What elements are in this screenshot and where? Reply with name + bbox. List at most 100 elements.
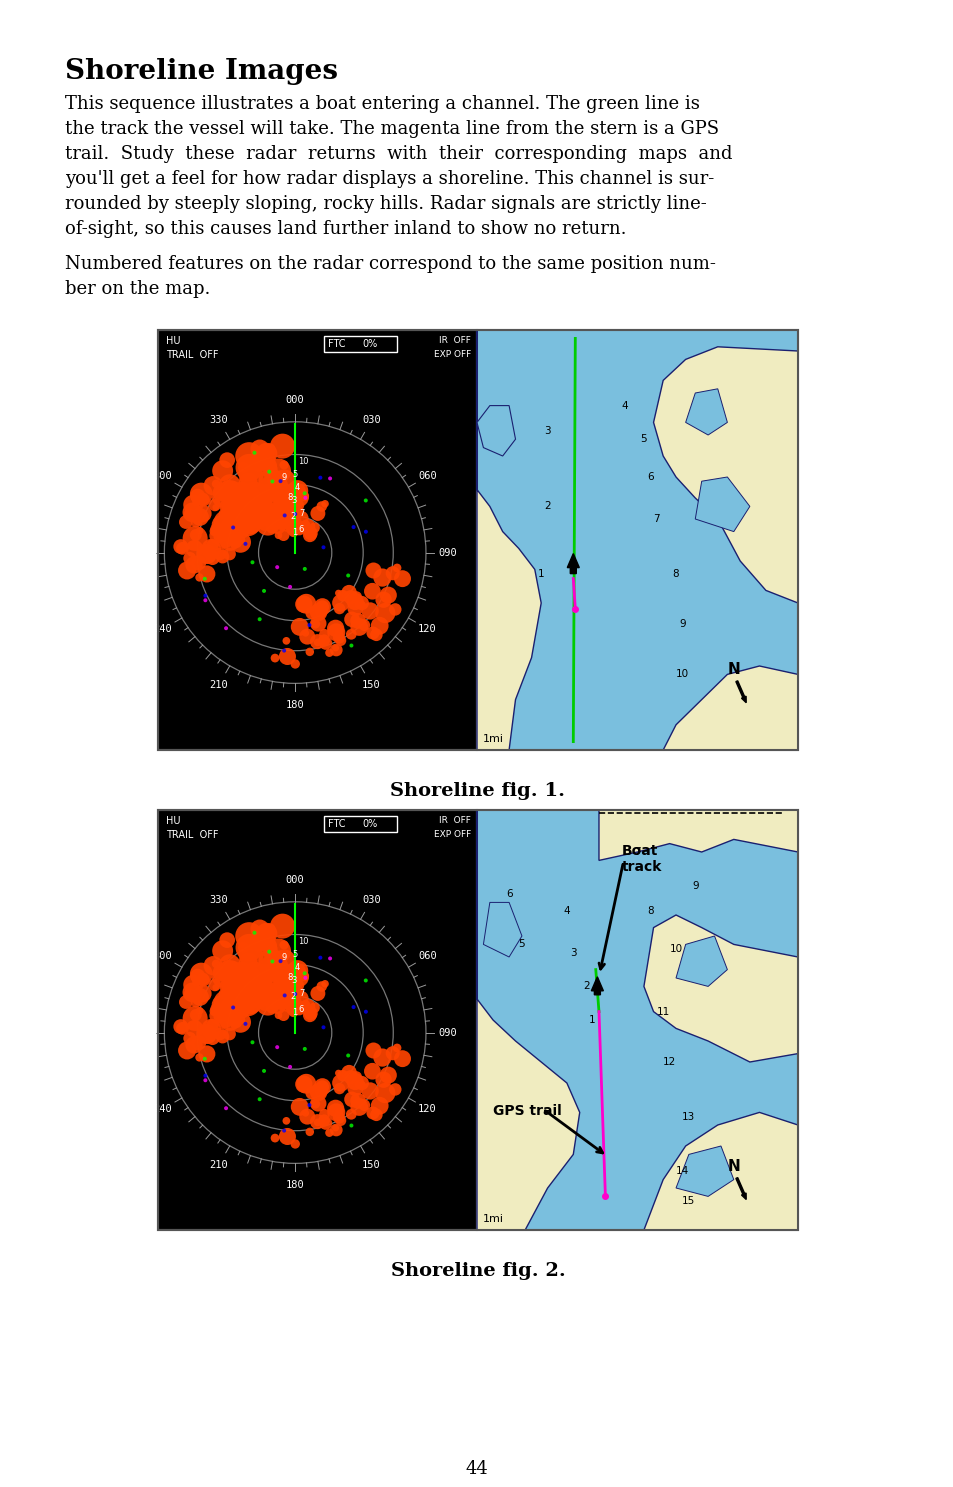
Circle shape — [215, 532, 233, 549]
Circle shape — [237, 965, 260, 987]
Circle shape — [290, 519, 304, 534]
Circle shape — [315, 1081, 329, 1094]
Circle shape — [314, 598, 331, 616]
Polygon shape — [476, 406, 515, 457]
Circle shape — [293, 989, 301, 998]
Circle shape — [213, 984, 219, 990]
Text: 3: 3 — [544, 425, 550, 436]
Bar — [476, 330, 797, 749]
Circle shape — [290, 968, 309, 987]
Text: 5: 5 — [518, 940, 525, 949]
Circle shape — [288, 984, 303, 999]
Circle shape — [327, 623, 345, 641]
Circle shape — [185, 509, 196, 520]
Circle shape — [218, 528, 231, 541]
Circle shape — [259, 955, 286, 980]
Circle shape — [219, 495, 243, 519]
Circle shape — [239, 944, 263, 968]
Circle shape — [201, 1019, 221, 1039]
Circle shape — [238, 498, 263, 523]
Circle shape — [375, 1083, 395, 1103]
Circle shape — [190, 483, 213, 506]
Circle shape — [287, 519, 302, 534]
Circle shape — [273, 470, 295, 492]
Circle shape — [314, 605, 327, 617]
Circle shape — [371, 1097, 388, 1115]
Circle shape — [210, 523, 223, 535]
Circle shape — [263, 512, 274, 523]
Circle shape — [191, 987, 209, 1005]
Circle shape — [179, 515, 193, 529]
Text: 210: 210 — [209, 1160, 228, 1170]
Circle shape — [394, 570, 411, 587]
Circle shape — [219, 975, 243, 999]
Text: 1mi: 1mi — [482, 735, 503, 744]
Circle shape — [375, 1072, 392, 1088]
Circle shape — [314, 638, 321, 647]
Circle shape — [332, 644, 338, 651]
Circle shape — [290, 1004, 296, 1011]
Circle shape — [287, 1005, 295, 1014]
Circle shape — [335, 628, 343, 636]
Circle shape — [343, 1071, 357, 1084]
Circle shape — [363, 978, 368, 983]
Text: 4: 4 — [294, 962, 300, 971]
Circle shape — [315, 601, 329, 614]
Circle shape — [212, 959, 220, 968]
Text: 9: 9 — [679, 619, 685, 629]
Circle shape — [183, 495, 203, 515]
Circle shape — [265, 458, 291, 483]
Circle shape — [235, 922, 263, 950]
Circle shape — [327, 1100, 344, 1117]
Circle shape — [266, 459, 276, 470]
Circle shape — [300, 1001, 310, 1010]
FancyArrow shape — [735, 1178, 745, 1200]
Circle shape — [335, 635, 346, 645]
Circle shape — [229, 509, 237, 517]
Circle shape — [351, 1071, 361, 1083]
Circle shape — [212, 486, 233, 507]
Circle shape — [294, 488, 303, 497]
Circle shape — [190, 489, 205, 504]
Text: 060: 060 — [417, 471, 436, 482]
Circle shape — [255, 497, 273, 515]
Text: EXP OFF: EXP OFF — [434, 349, 471, 358]
Circle shape — [296, 593, 315, 614]
Circle shape — [191, 996, 201, 1007]
Bar — [158, 330, 476, 749]
Circle shape — [257, 998, 272, 1011]
Circle shape — [298, 491, 309, 501]
Text: 1mi: 1mi — [482, 1213, 503, 1224]
Circle shape — [230, 504, 247, 520]
Circle shape — [278, 968, 297, 987]
Circle shape — [221, 977, 247, 1002]
Circle shape — [223, 974, 243, 995]
Circle shape — [270, 913, 294, 938]
Circle shape — [262, 983, 277, 998]
Circle shape — [293, 491, 300, 498]
Circle shape — [209, 498, 221, 512]
Circle shape — [321, 980, 329, 987]
Circle shape — [250, 932, 269, 952]
Circle shape — [365, 562, 381, 578]
Circle shape — [256, 980, 274, 998]
Circle shape — [197, 494, 210, 507]
Circle shape — [196, 492, 209, 506]
Circle shape — [235, 992, 260, 1016]
Circle shape — [332, 1124, 338, 1132]
Bar — [158, 330, 797, 749]
Circle shape — [252, 448, 275, 471]
Circle shape — [346, 1109, 356, 1120]
Circle shape — [221, 497, 247, 523]
Circle shape — [358, 619, 370, 630]
Circle shape — [274, 974, 288, 989]
Text: N: N — [726, 1158, 740, 1175]
Circle shape — [270, 504, 291, 523]
Circle shape — [253, 495, 270, 513]
Circle shape — [226, 961, 239, 974]
Circle shape — [318, 1109, 330, 1120]
Circle shape — [265, 938, 291, 964]
Circle shape — [281, 990, 300, 1011]
Circle shape — [233, 489, 245, 500]
Circle shape — [197, 974, 210, 987]
